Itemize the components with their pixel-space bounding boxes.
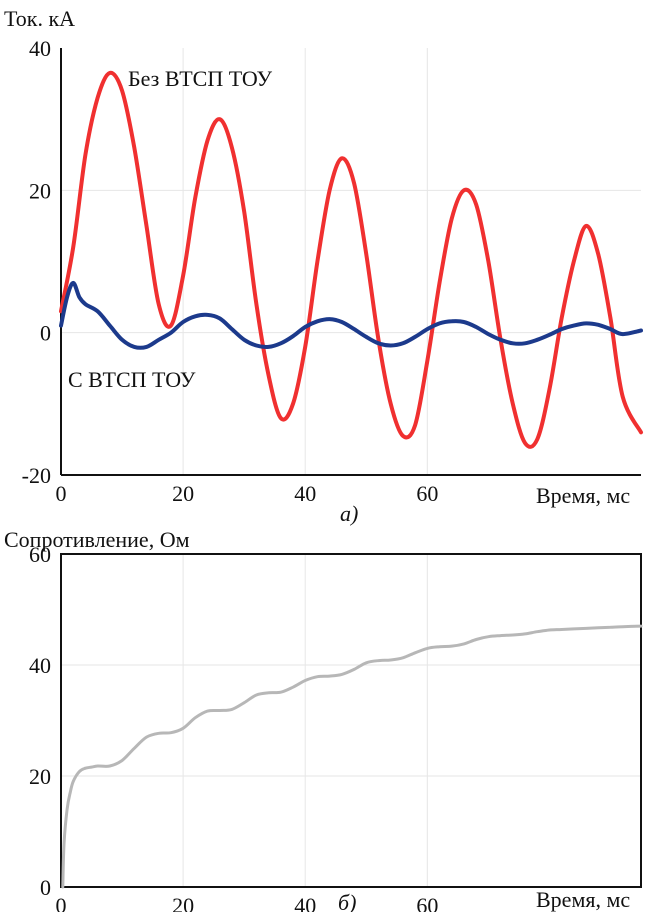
- chart-b-ylabel: Сопротивление, Ом: [4, 527, 190, 552]
- annotation-with-htsc: С ВТСП ТОУ: [68, 367, 196, 392]
- chart-b-ytick-label: 40: [29, 653, 51, 678]
- chart-a-xlabel: Время, мс: [536, 483, 630, 508]
- annotation-without-htsc: Без ВТСП ТОУ: [128, 66, 273, 91]
- chart-a-xtick-label: 20: [172, 481, 194, 506]
- chart-b-xtick-label: 20: [172, 893, 194, 912]
- chart-a-series-line-0: [59, 70, 643, 449]
- chart-a-ytick-label: -20: [22, 463, 51, 488]
- chart-b-xtick-label: 0: [56, 893, 67, 912]
- chart-b-series: [61, 624, 643, 889]
- chart-b-xlabel: Время, мс: [536, 887, 630, 912]
- chart-a-ytick-label: 20: [29, 178, 51, 203]
- chart-b-xtick-label: 40: [294, 893, 316, 912]
- chart-b-series-line-0: [61, 624, 643, 889]
- chart-b-ytick-label: 20: [29, 764, 51, 789]
- chart-a-ylabel: Ток. кА: [4, 6, 75, 31]
- chart-a-xtick-label: 60: [416, 481, 438, 506]
- chart-b-ytick-label: 0: [40, 875, 51, 900]
- chart-a-xtick-label: 0: [56, 481, 67, 506]
- chart-b: Сопротивление, Ом 0 20 40 60 0 20 40 60 Время, …: [4, 527, 643, 912]
- chart-b-frame: [60, 553, 642, 888]
- chart-b-grid: [61, 554, 641, 887]
- chart-a-grid: [60, 48, 641, 476]
- chart-a-caption: а): [340, 501, 358, 526]
- chart-b-ticks: 0 20 40 60 0 20 40 60: [29, 542, 438, 912]
- chart-b-ytick-label: 60: [29, 542, 51, 567]
- chart-b-xtick-label: 60: [416, 893, 438, 912]
- chart-a-xtick-label: 40: [294, 481, 316, 506]
- chart-a-ytick-label: 0: [40, 321, 51, 346]
- chart-a-series: [59, 70, 643, 449]
- chart-a-series-line-1: [59, 280, 643, 350]
- chart-b-caption: б): [338, 890, 356, 912]
- chart-a-ytick-label: 40: [29, 36, 51, 61]
